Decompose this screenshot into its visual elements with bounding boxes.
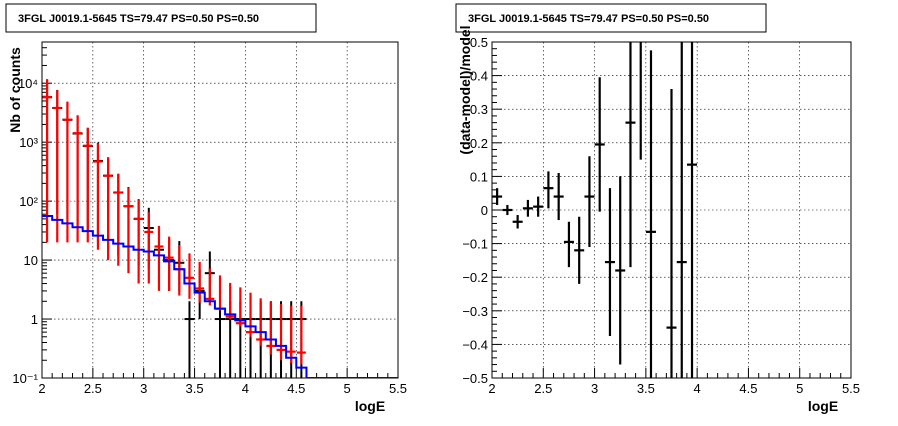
model-point — [52, 90, 62, 243]
model-point — [184, 253, 194, 299]
x-tick-label: 2 — [38, 381, 45, 396]
chart-panel-1: 3FGL J0019.1-5645 TS=79.47 PS=0.50 PS=0.… — [5, 3, 407, 414]
y-tick-label: −0.3 — [462, 304, 488, 319]
model-point — [296, 305, 306, 365]
x-axis-label: logE — [808, 398, 838, 414]
model-point — [205, 268, 215, 306]
model-point — [276, 303, 286, 361]
residual-point — [625, 42, 636, 268]
chart-title-box — [455, 3, 767, 33]
residual-point — [615, 176, 626, 365]
residual-point — [676, 42, 687, 378]
y-tick-label: 0.4 — [470, 69, 488, 84]
x-tick-label: 5.5 — [389, 381, 407, 396]
x-tick-label: 4.5 — [739, 381, 757, 396]
residual-point — [666, 89, 677, 378]
model-point — [225, 282, 235, 320]
y-tick-label: 0.3 — [470, 102, 488, 117]
data-layer — [42, 79, 398, 378]
residual-point — [502, 204, 513, 216]
y-tick-label: 0.2 — [470, 136, 488, 151]
x-axis-label: logE — [355, 398, 385, 414]
x-tick-label: 2.5 — [84, 381, 102, 396]
model-point — [123, 187, 133, 274]
residual-point — [645, 50, 656, 378]
residual-point — [574, 216, 585, 284]
residual-point — [533, 196, 544, 217]
model-point — [286, 305, 296, 363]
x-tick-label: 3.5 — [637, 381, 655, 396]
chart-panel-2: 3FGL J0019.1-5645 TS=79.47 PS=0.50 PS=0.… — [455, 3, 860, 414]
residual-point — [553, 173, 564, 221]
x-tick-label: 2.5 — [534, 381, 552, 396]
y-tick-label: 10⁻¹ — [12, 371, 38, 386]
residual-point — [594, 77, 605, 212]
x-tick-label: 2 — [488, 381, 495, 396]
chart-title: 3FGL J0019.1-5645 TS=79.47 PS=0.50 PS=0.… — [468, 13, 709, 25]
x-tick-label: 4 — [694, 381, 701, 396]
y-tick-label: −0.5 — [462, 371, 488, 386]
model-point — [144, 212, 154, 284]
residual-point — [584, 156, 595, 247]
y-axis-label: (data-model)/model — [457, 25, 473, 154]
residual-point — [604, 188, 615, 336]
y-tick-label: 10 — [24, 253, 38, 268]
y-tick-label: −0.4 — [462, 337, 488, 352]
data-layer — [492, 42, 698, 378]
model-point — [73, 115, 83, 243]
residual-point — [543, 171, 554, 209]
y-tick-label: 0.5 — [470, 35, 488, 50]
y-axis-label: Nb of counts — [7, 47, 23, 133]
residual-point — [563, 221, 574, 268]
residual-point — [687, 42, 698, 378]
y-tick-label: 10⁴ — [18, 76, 38, 91]
y-tick-label: 10² — [19, 194, 38, 209]
y-tick-label: −0.2 — [462, 270, 488, 285]
y-tick-label: −0.1 — [462, 237, 488, 252]
model-point — [164, 236, 174, 291]
model-point — [93, 143, 103, 250]
x-tick-label: 5.5 — [842, 381, 860, 396]
residual-point — [522, 199, 533, 217]
chart-title: 3FGL J0019.1-5645 TS=79.47 PS=0.50 PS=0.… — [18, 13, 259, 25]
x-tick-label: 3 — [140, 381, 147, 396]
model-point — [62, 101, 72, 243]
residual-point — [492, 188, 503, 205]
model-point — [246, 292, 256, 337]
y-tick-label: 1 — [31, 312, 38, 327]
residual-point — [512, 215, 523, 229]
y-tick-label: 10³ — [19, 135, 38, 150]
background-histogram-line — [42, 214, 398, 378]
model-point — [113, 174, 123, 266]
x-tick-label: 4 — [242, 381, 249, 396]
x-tick-label: 3.5 — [186, 381, 204, 396]
y-tick-label: 0.1 — [470, 169, 488, 184]
model-point — [195, 261, 205, 303]
model-point — [256, 298, 266, 346]
data-point — [215, 301, 225, 378]
x-tick-label: 5 — [796, 381, 803, 396]
y-tick-label: 0 — [481, 203, 488, 218]
data-point — [184, 301, 195, 378]
chart-title-box — [5, 3, 317, 33]
model-point — [83, 127, 93, 243]
x-tick-label: 4.5 — [287, 381, 305, 396]
model-point — [266, 301, 276, 355]
model-point — [134, 199, 144, 284]
model-point — [154, 225, 164, 291]
x-tick-label: 3 — [591, 381, 598, 396]
x-tick-label: 5 — [344, 381, 351, 396]
model-point — [103, 157, 113, 261]
